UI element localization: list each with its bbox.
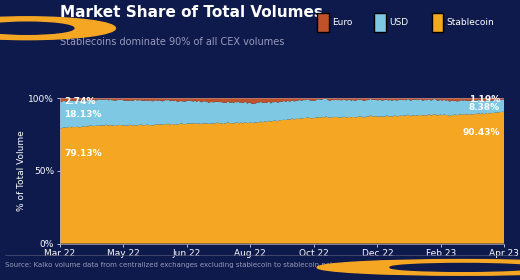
Text: 90.43%: 90.43% bbox=[462, 129, 500, 137]
Text: Euro: Euro bbox=[332, 18, 352, 27]
FancyBboxPatch shape bbox=[432, 13, 443, 32]
Text: 8.38%: 8.38% bbox=[469, 103, 500, 112]
Text: Kaiko: Kaiko bbox=[486, 263, 514, 272]
Text: 2.74%: 2.74% bbox=[64, 97, 96, 106]
Y-axis label: % of Total Volume: % of Total Volume bbox=[17, 130, 25, 211]
Text: Stablecoins dominate 90% of all CEX volumes: Stablecoins dominate 90% of all CEX volu… bbox=[60, 37, 284, 47]
Text: 1.19%: 1.19% bbox=[469, 95, 500, 104]
Circle shape bbox=[390, 263, 520, 271]
Circle shape bbox=[317, 260, 520, 275]
Text: 79.13%: 79.13% bbox=[64, 149, 102, 158]
Circle shape bbox=[0, 22, 74, 34]
Text: Stablecoin: Stablecoin bbox=[446, 18, 494, 27]
FancyBboxPatch shape bbox=[317, 13, 329, 32]
Text: USD: USD bbox=[389, 18, 408, 27]
FancyBboxPatch shape bbox=[374, 13, 386, 32]
Text: Source: Kaiko volume data from centralized exchanges excluding stablecoin to sta: Source: Kaiko volume data from centraliz… bbox=[5, 262, 435, 268]
Text: 18.13%: 18.13% bbox=[64, 109, 101, 118]
Text: Market Share of Total Volumes: Market Share of Total Volumes bbox=[60, 5, 323, 20]
Circle shape bbox=[0, 17, 115, 40]
